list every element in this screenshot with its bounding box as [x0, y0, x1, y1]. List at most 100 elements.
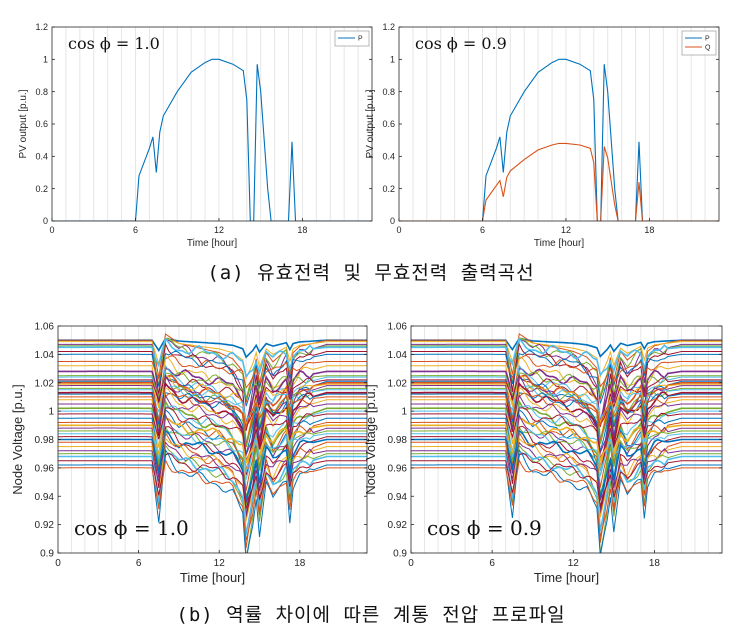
node-voltage-line	[411, 383, 722, 444]
node-voltage-line	[58, 386, 367, 473]
node-voltage-line	[58, 453, 367, 536]
node-voltage-line	[411, 354, 722, 388]
y-tick-label: 0.9	[40, 549, 54, 560]
node-voltage-line	[411, 339, 722, 426]
node-voltage-line	[58, 342, 367, 431]
x-tick-label: 0	[396, 225, 401, 235]
y-tick-label: 0.94	[35, 492, 55, 503]
y-tick-label: 0.8	[35, 87, 48, 97]
node-voltage-line	[411, 405, 722, 477]
node-voltage-line	[58, 405, 367, 480]
y-tick-label: 0	[43, 216, 48, 226]
node-voltage-line	[58, 429, 367, 474]
x-axis-label: Time [hour]	[534, 570, 599, 585]
y-tick-label: 0.6	[35, 119, 48, 129]
x-tick-label: 6	[133, 225, 138, 235]
y-tick-label: 1	[390, 54, 395, 64]
node-voltage-line	[411, 426, 722, 494]
series-line-P	[52, 58, 372, 221]
node-voltage-line	[411, 452, 722, 532]
y-tick-label: 1.04	[35, 350, 55, 361]
y-tick-label: 1.06	[388, 322, 408, 333]
node-voltage-line	[58, 364, 367, 443]
series-line-P	[399, 58, 719, 221]
y-tick-label: 1.2	[35, 22, 48, 32]
y-tick-label: 0.92	[35, 520, 55, 531]
node-voltage-line	[58, 448, 367, 553]
y-tick-label: 0	[390, 216, 395, 226]
node-voltage-line	[411, 393, 722, 455]
node-voltage-line	[411, 448, 722, 553]
node-voltage-line	[58, 392, 367, 455]
node-voltage-line	[58, 371, 367, 399]
node-voltage-line	[411, 364, 722, 440]
x-axis-label: Time [hour]	[534, 238, 584, 249]
y-tick-label: 0.98	[35, 435, 55, 446]
node-voltage-line	[411, 417, 722, 488]
chart-voltage-pf10: 0.9 0.92 0.94 0.96 0.98 1 1.02 1.04 1.06 0 6 12 18 Ti…	[10, 322, 368, 585]
plot-area	[399, 58, 719, 221]
x-tick-label: 0	[408, 558, 414, 569]
node-voltage-line	[58, 458, 367, 541]
node-voltage-line	[411, 399, 722, 501]
y-tick-label: 1	[401, 407, 407, 418]
node-voltage-line	[411, 392, 722, 427]
x-tick-label: 0	[55, 558, 61, 569]
y-tick-label: 1.02	[388, 378, 408, 389]
y-axis-label: Node Voltage [p.u.]	[363, 384, 378, 495]
x-tick-label: 12	[561, 225, 571, 235]
chart-voltage-pf09: 0.9 0.92 0.94 0.96 0.98 1 1.02 1.04 1.06 0 6 12 18 Ti…	[363, 322, 723, 585]
node-voltage-line	[411, 425, 722, 516]
node-voltage-line	[411, 337, 722, 379]
x-tick-label: 0	[49, 225, 54, 235]
node-voltage-line	[58, 336, 367, 379]
axes-box	[398, 26, 720, 222]
x-tick-label: 12	[214, 558, 226, 569]
legend-label: P	[705, 36, 710, 43]
node-voltage-line	[58, 452, 367, 510]
node-voltage-line	[411, 374, 722, 470]
node-voltage-line	[58, 431, 367, 549]
y-axis-label: PV output [p.u.]	[365, 89, 376, 158]
x-tick-label: 6	[136, 558, 142, 569]
node-voltage-line	[411, 373, 722, 427]
node-voltage-line	[411, 441, 722, 502]
node-voltage-line	[58, 426, 367, 520]
node-voltage-line	[58, 373, 367, 429]
node-voltage-line	[411, 375, 722, 424]
node-voltage-line	[411, 366, 722, 423]
node-voltage-line	[411, 431, 722, 543]
y-tick-label: 0.2	[35, 184, 48, 194]
y-tick-label: 1	[48, 407, 54, 418]
y-tick-label: 1.2	[382, 22, 395, 32]
y-tick-label: 0.96	[35, 463, 55, 474]
node-voltage-line	[58, 337, 367, 380]
node-voltage-line	[411, 443, 722, 553]
x-tick-label: 12	[568, 558, 580, 569]
y-tick-label: 0.4	[382, 151, 395, 161]
y-tick-label: 0.4	[35, 151, 48, 161]
chart-pv-pf09: 0 0.2 0.4 0.6 0.8 1 1.2 0 6 12 18 Time [hour] PV out…	[365, 22, 720, 249]
node-voltage-line	[58, 437, 367, 522]
legend-label: P	[358, 36, 363, 43]
node-voltage-line	[411, 458, 722, 538]
legend-label: Q	[705, 45, 711, 52]
power-factor-annotation: cos ϕ = 0.9	[427, 516, 542, 540]
y-tick-label: 1	[43, 54, 48, 64]
x-tick-label: 18	[644, 225, 654, 235]
x-tick-label: 6	[489, 558, 495, 569]
y-tick-label: 0.98	[388, 435, 408, 446]
y-tick-label: 0.9	[393, 549, 407, 560]
node-voltage-line	[58, 443, 367, 553]
x-tick-label: 18	[649, 558, 661, 569]
node-voltage-line	[411, 429, 722, 472]
y-tick-label: 1.04	[388, 350, 408, 361]
node-voltage-line	[411, 333, 722, 400]
node-voltage-line	[411, 384, 722, 419]
node-voltage-line	[58, 354, 367, 389]
plot-area	[58, 333, 367, 553]
x-tick-label: 6	[480, 225, 485, 235]
y-tick-label: 0.96	[388, 463, 408, 474]
node-voltage-line	[58, 384, 367, 421]
